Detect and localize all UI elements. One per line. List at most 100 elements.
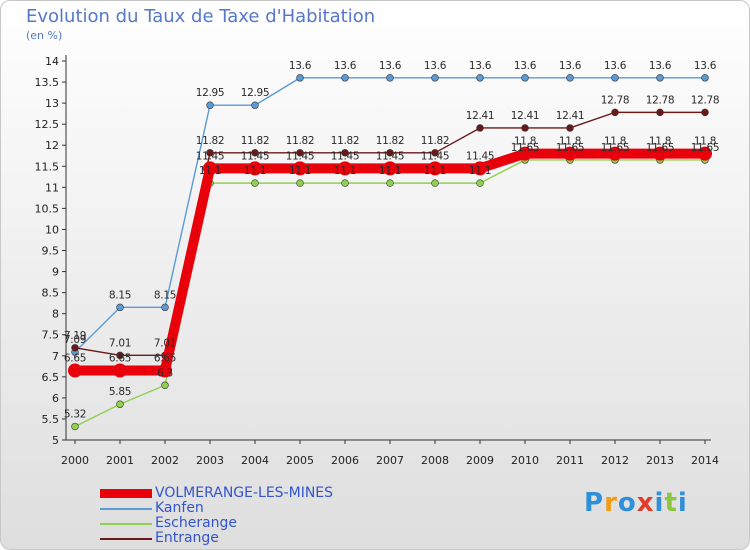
data-label: 6.65: [154, 353, 176, 365]
x-tick-label: 2004: [241, 454, 269, 467]
data-label: 11.1: [199, 165, 221, 177]
data-point: [116, 400, 124, 408]
y-tick-label: 9: [52, 266, 59, 279]
data-point: [383, 161, 397, 176]
data-label: 11.45: [331, 150, 360, 162]
data-label: 6.65: [64, 353, 86, 365]
data-label: 11.1: [379, 165, 401, 177]
data-point: [386, 74, 394, 82]
data-label: 6.65: [109, 353, 131, 365]
data-label: 11.1: [469, 165, 491, 177]
data-point: [566, 74, 574, 82]
data-point: [161, 303, 169, 312]
data-label: 5.32: [64, 409, 86, 421]
data-label: 13.6: [559, 60, 582, 72]
legend-label: Escherange: [155, 515, 238, 531]
data-label: 7.19: [64, 330, 86, 342]
data-point: [116, 303, 124, 312]
x-tick-label: 2008: [421, 454, 449, 467]
x-tick-label: 2011: [556, 454, 584, 467]
logo-letter: r: [604, 488, 618, 518]
x-tick-label: 2007: [376, 454, 404, 467]
data-point: [611, 74, 619, 82]
data-point: [341, 74, 349, 82]
y-tick-label: 13: [45, 97, 59, 110]
data-label: 11.8: [514, 136, 536, 148]
data-label: 5.85: [109, 386, 131, 398]
data-label: 13.6: [379, 60, 402, 72]
legend-label: Entrange: [155, 530, 219, 546]
x-tick-label: 2009: [466, 454, 494, 467]
data-point: [71, 344, 79, 352]
data-point: [251, 101, 259, 109]
data-point: [476, 179, 484, 187]
y-tick-label: 5: [52, 434, 59, 447]
data-label: 11.65: [691, 142, 720, 154]
data-point: [611, 108, 619, 117]
x-tick-label: 2012: [601, 454, 629, 467]
data-point: [68, 363, 82, 378]
data-label: 11.1: [424, 165, 446, 177]
y-tick-label: 7: [52, 350, 59, 363]
data-label: 11.8: [559, 136, 581, 148]
logo-letter: t: [664, 488, 678, 518]
logo-letter: o: [617, 488, 637, 518]
data-label: 11.65: [511, 142, 540, 154]
data-label: 11.1: [334, 165, 356, 177]
data-label: 12.41: [511, 110, 540, 122]
y-tick-label: 11: [45, 181, 59, 194]
data-point: [653, 146, 667, 161]
data-label: 11.82: [286, 135, 315, 147]
y-tick-label: 12: [45, 139, 59, 152]
y-tick-label: 13.5: [35, 76, 60, 89]
data-label: 11.1: [244, 165, 266, 177]
x-tick-label: 2000: [61, 454, 89, 467]
x-tick-label: 2003: [196, 454, 224, 467]
y-tick-label: 12.5: [35, 118, 60, 131]
data-label: 11.82: [241, 135, 270, 147]
data-label: 6.3: [157, 367, 173, 379]
legend-label: Kanfen: [155, 500, 204, 516]
y-tick-label: 9.5: [42, 245, 60, 258]
series-line: [74, 77, 705, 353]
data-point: [293, 161, 307, 176]
data-point: [476, 124, 484, 132]
data-point: [431, 74, 439, 82]
data-point: [386, 149, 394, 157]
data-label: 11.65: [556, 142, 585, 154]
data-point: [203, 161, 217, 176]
x-tick-label: 2005: [286, 454, 314, 467]
logo-letter: i: [654, 488, 665, 518]
data-label: 13.6: [334, 60, 357, 72]
data-point: [656, 74, 664, 82]
data-label: 11.45: [466, 150, 495, 162]
y-tick-label: 10.5: [35, 202, 60, 215]
data-label: 13.6: [604, 60, 627, 72]
legend-label: VOLMERANGE-LES-MINES: [155, 485, 334, 501]
data-label: 7.01: [109, 337, 131, 349]
data-label: 12.78: [601, 94, 630, 106]
data-point: [473, 161, 487, 176]
data-label: 7.09: [64, 334, 86, 346]
data-label: 13.6: [289, 60, 312, 72]
legend-swatch: [100, 489, 152, 498]
chart-title: Evolution du Taux de Taxe d'Habitation: [26, 6, 376, 27]
data-label: 11.82: [196, 135, 225, 147]
data-label: 11.8: [604, 136, 626, 148]
data-point: [338, 161, 352, 176]
data-point: [608, 146, 622, 161]
data-point: [563, 146, 577, 161]
data-point: [206, 149, 214, 157]
data-label: 11.45: [421, 150, 450, 162]
data-point: [698, 146, 712, 161]
y-tick-label: 8.5: [42, 287, 60, 300]
logo-letter: P: [584, 488, 605, 518]
data-point: [251, 179, 259, 187]
data-label: 12.41: [466, 110, 495, 122]
y-tick-label: 5.5: [42, 413, 60, 426]
data-label: 13.6: [424, 60, 447, 72]
data-label: 11.45: [286, 150, 315, 162]
data-point: [386, 179, 394, 187]
legend-swatch: [100, 537, 152, 540]
